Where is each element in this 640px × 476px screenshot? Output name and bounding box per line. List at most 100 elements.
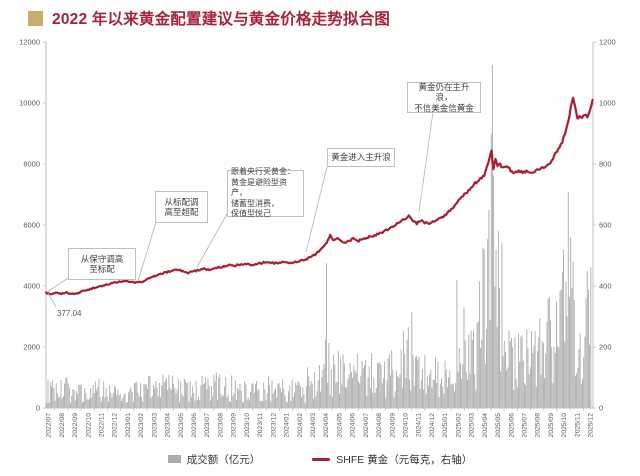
volume-bar — [195, 381, 197, 408]
volume-bar — [266, 393, 268, 408]
volume-bar — [313, 399, 314, 408]
y-left-label: 0 — [36, 404, 40, 413]
volume-bar — [307, 367, 308, 408]
volume-bar — [380, 364, 382, 408]
volume-bar — [406, 339, 408, 408]
volume-bar — [388, 354, 390, 408]
volume-bar — [573, 300, 575, 408]
volume-bar — [432, 379, 434, 408]
volume-bar — [433, 379, 435, 408]
volume-bar — [469, 373, 471, 408]
volume-bar — [409, 379, 410, 408]
volume-bar — [419, 389, 421, 408]
volume-bar — [580, 384, 582, 408]
volume-bar — [459, 363, 461, 408]
volume-bar — [253, 392, 255, 408]
x-axis-label: 2025/04 — [482, 413, 489, 438]
annotation-pointer-line — [46, 276, 71, 293]
volume-bar — [284, 395, 286, 408]
volume-bar — [381, 383, 383, 408]
volume-bar — [493, 176, 495, 408]
volume-bar — [443, 393, 445, 408]
volume-bar — [131, 392, 133, 408]
volume-bar — [340, 357, 342, 408]
volume-bar — [425, 393, 427, 408]
volume-bar — [420, 379, 422, 408]
volume-bar — [75, 391, 77, 408]
volume-bar — [468, 334, 470, 408]
volume-bar — [363, 365, 365, 408]
volume-bar — [321, 377, 323, 408]
x-axis-label: 2024/06 — [350, 413, 357, 438]
volume-bar — [58, 397, 60, 408]
volume-bar — [540, 374, 542, 408]
volume-bar — [275, 388, 276, 408]
volume-bar — [410, 390, 412, 408]
volume-bar — [198, 396, 199, 408]
gold-price-line — [44, 96, 594, 296]
volume-bar — [587, 290, 589, 408]
volume-bar — [52, 380, 54, 408]
volume-bar — [464, 340, 466, 408]
volume-bar — [183, 378, 185, 408]
volume-bar — [333, 355, 335, 408]
volume-bar — [590, 267, 592, 408]
volume-bar — [475, 389, 477, 408]
volume-bar — [80, 384, 82, 408]
volume-bar — [544, 378, 546, 408]
volume-bar — [392, 369, 394, 408]
volume-bar — [218, 377, 220, 408]
volume-bar — [521, 335, 523, 408]
volume-bar — [201, 375, 203, 408]
volume-bar — [382, 378, 384, 408]
y-left-label: 12000 — [19, 38, 40, 47]
volume-bar — [431, 387, 433, 408]
y-left-label: 4000 — [23, 282, 40, 291]
volume-bar — [163, 382, 165, 408]
volume-bar — [403, 330, 404, 408]
volume-bar — [336, 381, 338, 408]
volume-bar — [427, 385, 429, 408]
volume-bar — [128, 392, 130, 408]
volume-bar — [66, 377, 68, 408]
volume-bar — [106, 396, 108, 408]
volume-bar — [495, 249, 497, 408]
volume-bar — [436, 382, 438, 408]
volume-bar — [400, 349, 402, 408]
x-axis-label: 2023/07 — [204, 413, 211, 438]
x-axis-label: 2023/02 — [138, 413, 145, 438]
x-axis-label: 2023/11 — [257, 413, 264, 437]
volume-bar — [542, 342, 544, 408]
volume-bar — [424, 354, 426, 408]
annotation-pointer-line — [137, 221, 157, 282]
y-right-label: 1200 — [599, 38, 616, 47]
volume-bar — [153, 385, 154, 408]
x-axis-label: 2023/09 — [231, 413, 238, 438]
volume-bar — [407, 327, 409, 408]
volume-bar — [297, 381, 299, 408]
volume-bar — [462, 364, 464, 408]
volume-bar — [528, 374, 530, 408]
y-left-label: 6000 — [23, 221, 40, 230]
volume-bar — [245, 384, 247, 408]
volume-bar — [62, 396, 64, 408]
volume-bar — [515, 378, 517, 408]
volume-bar — [262, 401, 263, 408]
chart-legend: 成交额（亿元） SHFE 黄金（元每克，右轴） — [0, 450, 640, 468]
volume-bar — [179, 402, 180, 408]
volume-bar — [205, 377, 207, 408]
x-axis-label: 2025/07 — [522, 413, 529, 438]
volume-bar — [232, 395, 234, 408]
volume-bar — [461, 379, 463, 408]
volume-bar — [353, 365, 355, 408]
volume-bar — [291, 379, 293, 408]
volume-bar — [177, 379, 179, 408]
volume-bar — [551, 346, 553, 408]
volume-bar — [449, 370, 451, 408]
volume-bar — [90, 388, 92, 408]
volume-bar — [202, 384, 204, 408]
volume-bar — [256, 381, 258, 408]
volume-bar — [345, 386, 346, 408]
volume-bar — [144, 383, 146, 408]
volume-bar — [374, 392, 376, 408]
